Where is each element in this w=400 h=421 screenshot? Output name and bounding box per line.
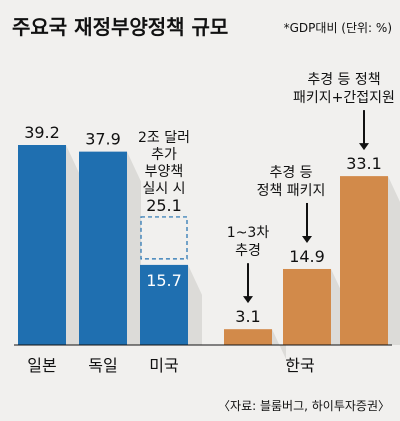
annotation-korea-2-line-1: 추경 등 xyxy=(269,165,312,181)
annotation-usa-line-4: 실시 시 xyxy=(142,181,185,197)
bar-shadow-germany xyxy=(127,151,141,345)
bar-korea-2 xyxy=(283,268,331,345)
annotation-korea-3-line-2: 패키지+간접지원 xyxy=(293,90,395,106)
value-labels: 39.2 37.9 15.7 25.1 3.1 14.9 33.1 xyxy=(24,123,382,326)
category-labels: 일본 독일 미국 한국 xyxy=(27,356,314,375)
annotation-arrowhead-korea-1 xyxy=(243,296,253,304)
value-label-germany: 37.9 xyxy=(85,130,121,149)
chart-title: 주요국 재정부양정책 규모 xyxy=(12,15,228,39)
bar-shadow-usa xyxy=(188,264,202,345)
category-label-4: 한국 xyxy=(285,356,314,375)
value-label-korea-3: 33.1 xyxy=(346,154,382,173)
category-label-1: 일본 xyxy=(27,356,56,375)
bar-shadows xyxy=(66,145,400,360)
annotation-usa-line-1: 2조 달러 xyxy=(138,130,190,146)
category-label-2: 독일 xyxy=(88,356,117,375)
annotation-usa-line-2: 추가 xyxy=(151,147,177,163)
annotation-usa-line-3: 부양책 xyxy=(145,164,184,180)
bar-usa xyxy=(140,264,188,345)
unit-note: *GDP대비 (단위: %) xyxy=(284,21,392,35)
value-label-japan: 39.2 xyxy=(24,123,60,142)
bar-germany xyxy=(79,151,127,345)
bar-shadow-korea-3 xyxy=(388,176,400,345)
bar-japan xyxy=(18,145,66,345)
annotation-korea-3-line-1: 추경 등 정책 xyxy=(307,72,380,88)
annotation-korea-1-line-2: 추경 xyxy=(235,243,261,259)
value-label-korea-1: 3.1 xyxy=(235,307,260,326)
value-label-usa-total: 25.1 xyxy=(146,196,182,215)
bar-shadow-korea-1 xyxy=(272,329,286,360)
bar-shadow-japan xyxy=(66,145,80,345)
category-label-3: 미국 xyxy=(149,356,178,375)
source-note: 〈자료: 블룸버그, 하이투자증권〉 xyxy=(218,399,390,413)
annotation-arrowhead-korea-3 xyxy=(359,143,369,151)
value-label-korea-2: 14.9 xyxy=(289,247,325,266)
annotation-arrowhead-korea-2 xyxy=(302,235,312,243)
annotation-korea-2-line-2: 정책 패키지 xyxy=(257,183,326,199)
annotation-korea-1-line-1: 1~3차 xyxy=(227,225,270,241)
bar-korea-1 xyxy=(224,329,272,345)
bars xyxy=(18,145,388,345)
bar-korea-3 xyxy=(340,176,388,345)
bar-usa-extension xyxy=(140,216,188,260)
value-label-usa-inner: 15.7 xyxy=(146,271,182,290)
